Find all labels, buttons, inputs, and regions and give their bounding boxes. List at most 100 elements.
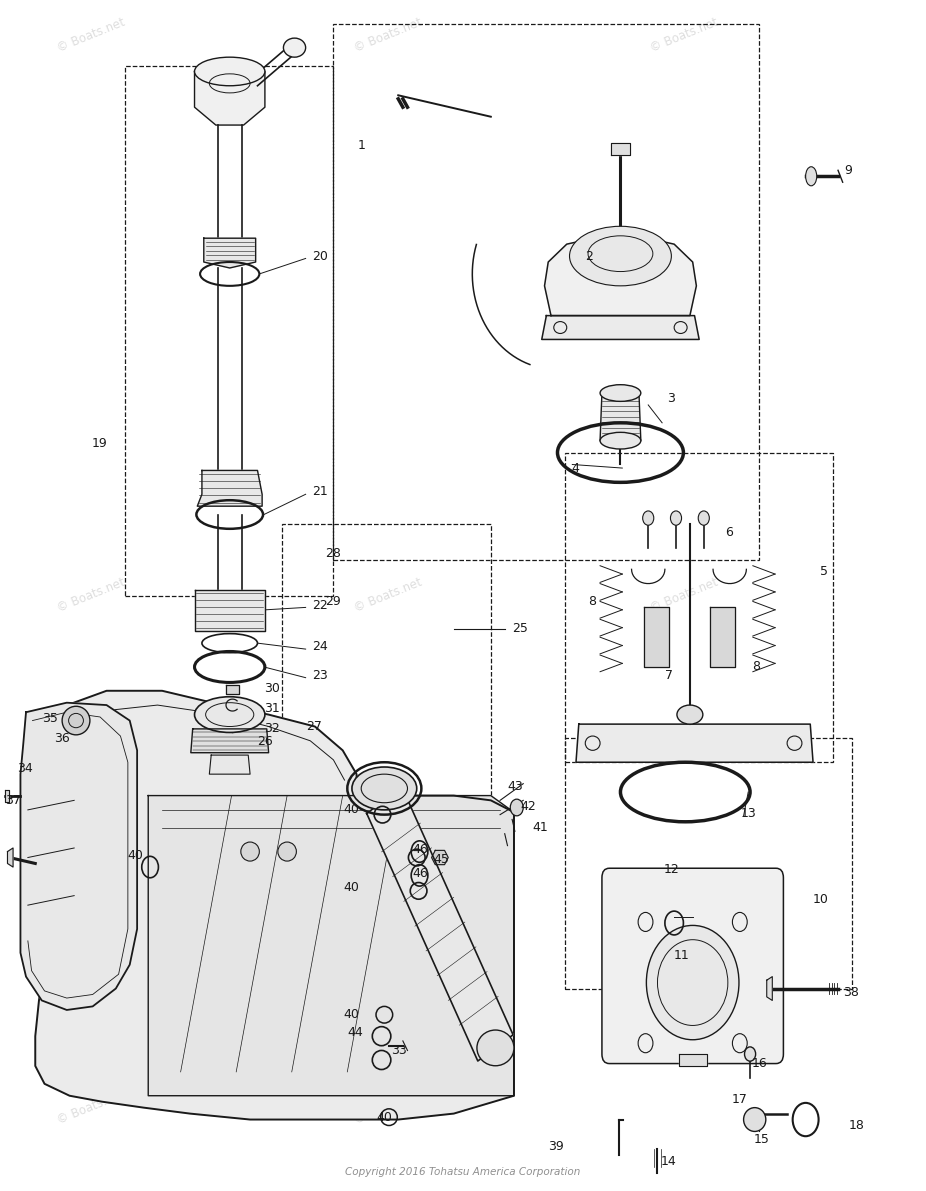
Text: 42: 42: [520, 800, 536, 812]
Text: 1: 1: [357, 139, 365, 151]
Text: © Boats.net: © Boats.net: [648, 17, 720, 55]
Text: 8: 8: [752, 661, 760, 673]
Ellipse shape: [477, 1030, 514, 1066]
Text: 2: 2: [585, 250, 594, 262]
Polygon shape: [148, 796, 514, 1096]
Text: © Boats.net: © Boats.net: [352, 1089, 424, 1127]
Bar: [282, 524, 491, 858]
Text: 33: 33: [391, 1045, 407, 1056]
Text: 3: 3: [667, 393, 675, 405]
Text: 23: 23: [312, 669, 328, 681]
Polygon shape: [432, 850, 448, 865]
Text: 44: 44: [347, 1027, 363, 1039]
Polygon shape: [767, 977, 772, 1000]
Text: 40: 40: [344, 1009, 359, 1021]
Text: 20: 20: [312, 250, 328, 262]
Text: 16: 16: [752, 1058, 768, 1070]
Text: 5: 5: [820, 566, 828, 578]
Ellipse shape: [194, 57, 265, 86]
Text: 26: 26: [257, 736, 273, 748]
Polygon shape: [20, 703, 137, 1010]
Polygon shape: [5, 790, 9, 802]
Ellipse shape: [698, 511, 709, 525]
Text: 43: 43: [507, 780, 523, 792]
Text: 40: 40: [376, 1111, 393, 1123]
Text: 28: 28: [325, 548, 341, 560]
Text: 10: 10: [813, 893, 829, 905]
Text: © Boats.net: © Boats.net: [352, 17, 424, 55]
Text: 46: 46: [412, 867, 428, 879]
Text: 30: 30: [264, 682, 280, 694]
Ellipse shape: [62, 706, 90, 735]
Text: © Boats.net: © Boats.net: [56, 576, 128, 615]
Text: 37: 37: [5, 794, 20, 806]
Text: 31: 31: [264, 703, 280, 715]
Polygon shape: [194, 590, 265, 631]
Ellipse shape: [600, 432, 641, 449]
Text: 25: 25: [512, 623, 528, 635]
Text: 21: 21: [312, 486, 328, 498]
Ellipse shape: [569, 226, 671, 286]
Text: 7: 7: [665, 669, 673, 681]
Ellipse shape: [600, 385, 641, 401]
Text: 35: 35: [43, 712, 58, 724]
Text: 29: 29: [325, 596, 341, 607]
Polygon shape: [191, 729, 269, 753]
FancyBboxPatch shape: [602, 868, 783, 1064]
Polygon shape: [710, 607, 735, 667]
Text: © Boats.net: © Boats.net: [648, 576, 720, 615]
Text: 9: 9: [845, 164, 853, 176]
Polygon shape: [679, 1054, 707, 1066]
Text: 46: 46: [412, 843, 428, 855]
Ellipse shape: [283, 38, 306, 57]
Text: 34: 34: [17, 762, 32, 774]
Text: © Boats.net: © Boats.net: [352, 576, 424, 615]
Polygon shape: [576, 724, 813, 762]
Ellipse shape: [510, 799, 523, 816]
Polygon shape: [367, 787, 513, 1061]
Ellipse shape: [670, 511, 682, 525]
Ellipse shape: [646, 925, 739, 1040]
Text: 14: 14: [661, 1155, 677, 1167]
Text: 24: 24: [312, 641, 328, 653]
Text: 18: 18: [849, 1120, 865, 1131]
Polygon shape: [197, 470, 262, 506]
Text: 13: 13: [741, 807, 757, 819]
Ellipse shape: [643, 511, 654, 525]
Ellipse shape: [677, 705, 703, 724]
Polygon shape: [226, 685, 239, 694]
Text: 39: 39: [548, 1141, 564, 1153]
Text: 15: 15: [753, 1134, 770, 1146]
Polygon shape: [544, 232, 696, 316]
Text: Copyright 2016 Tohatsu America Corporation: Copyright 2016 Tohatsu America Corporati…: [345, 1167, 581, 1177]
Ellipse shape: [278, 842, 296, 861]
Text: 27: 27: [306, 721, 321, 732]
Text: © Boats.net: © Boats.net: [56, 1089, 128, 1127]
Text: 17: 17: [732, 1093, 747, 1105]
Polygon shape: [7, 848, 13, 867]
Bar: [333, 24, 759, 560]
Text: © Boats.net: © Boats.net: [56, 17, 128, 55]
Text: 40: 40: [344, 881, 359, 893]
Ellipse shape: [806, 167, 817, 186]
Text: 22: 22: [312, 599, 328, 611]
Bar: [565, 453, 833, 762]
Text: 6: 6: [725, 526, 733, 538]
Polygon shape: [600, 393, 641, 441]
Polygon shape: [209, 755, 250, 774]
Text: 4: 4: [571, 462, 580, 474]
Text: 41: 41: [532, 822, 548, 834]
Polygon shape: [35, 691, 514, 1120]
Polygon shape: [194, 71, 265, 125]
Text: 19: 19: [92, 437, 107, 449]
Text: 45: 45: [433, 854, 449, 866]
Text: 38: 38: [843, 986, 858, 998]
Bar: [125, 66, 333, 596]
Text: 36: 36: [54, 732, 69, 744]
Text: 40: 40: [344, 804, 359, 816]
Bar: [565, 738, 852, 989]
Ellipse shape: [352, 767, 417, 810]
Ellipse shape: [745, 1047, 756, 1061]
Text: 40: 40: [128, 849, 144, 861]
Polygon shape: [204, 238, 256, 268]
